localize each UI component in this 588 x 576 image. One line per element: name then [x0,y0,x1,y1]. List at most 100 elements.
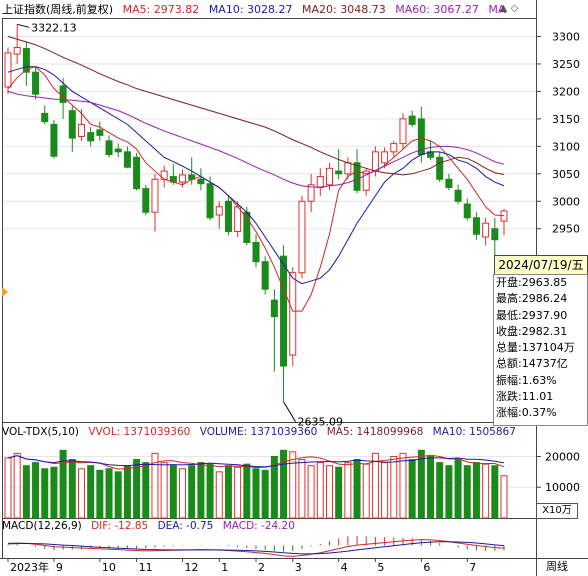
volume-bars-group [4,449,508,519]
collapse-icon[interactable]: ▲ [499,3,508,14]
scroll-marker-icon [2,287,8,297]
volume-unit: X10万 [536,503,578,519]
volume-bar [353,459,361,519]
volume-bar [399,452,407,519]
volume-bar [436,462,444,519]
volume-bar [151,452,159,519]
candle-body [179,174,187,183]
candle-body [500,210,508,222]
price-tick-label: 3050 [552,168,580,181]
candle-body [261,261,269,290]
candle-body [22,48,30,73]
volume-bar [206,463,214,519]
candle-body [41,112,49,123]
volume-bar [463,465,471,519]
volume-bar [179,468,187,519]
price-header: 上证指数(周线,前复权) MA5: 2973.82 MA10: 3028.27 … [2,2,511,18]
candle-body [206,183,214,219]
candle-body [123,151,131,168]
volume-bar [454,459,462,519]
volume-bar [325,465,333,519]
volume-bar [390,455,398,519]
candle-body [399,118,407,145]
candle-body [335,170,343,175]
volume-bar [169,465,177,519]
volume-bar [32,462,40,519]
ma20-line [7,36,505,176]
volume-bar [105,468,113,519]
candle-body [491,228,499,241]
info-change-pct: 涨幅:0.37% [496,406,557,420]
volume-bar [13,452,21,519]
candle-body [381,151,389,164]
volume-bar [22,465,30,519]
candle-body [234,206,242,232]
volume-bar [371,452,379,519]
info-close: 收盘:2982.31 [496,324,568,338]
date-tick-label: 12 [185,561,199,574]
price-tick-label: 3250 [552,58,580,71]
period-label[interactable]: 周线 [546,560,568,573]
price-tick-label: 3200 [552,85,580,98]
date-tick-label: 2023年 [10,560,49,574]
info-volume: 总量:137104万 [496,341,575,355]
info-open: 开盘:2963.85 [496,276,568,289]
candle-body [362,170,370,191]
volume-bar [68,459,76,519]
candle-body [445,178,453,189]
info-amount: 总额:14737亿 [496,357,568,371]
volume-bar [114,471,122,519]
candle-body [463,203,471,219]
index-name: 上证指数(周线,前复权) [2,3,114,16]
high-label: 3322.13 [31,21,76,34]
candle-body [105,140,113,156]
date-tick-label: 7 [469,561,476,574]
volume-bar [362,463,370,519]
macd-header: MACD(12,26,9) DIF: -12.85 DEA: -0.75 MAC… [2,518,301,534]
candle-body [289,272,297,356]
candle-body [77,123,85,137]
date-tick-label: 6 [423,561,430,574]
volume-bar [4,457,12,519]
candle-body [13,46,21,55]
candle-body [96,129,104,136]
vol-label: MA5: 1418099968 [326,426,424,438]
date-tick-label: 10 [102,561,116,574]
candle-body [252,241,260,263]
ma-label: MA60: 3067.27 [395,3,479,16]
volume-bar [87,465,95,519]
diamond-icon[interactable]: ◇ [510,3,519,14]
candle-body [307,184,315,202]
vol-label: VOLUME: 1371039360 [199,426,318,438]
candle-body [436,156,444,180]
price-tick-label: 3300 [552,30,580,43]
candle-body [390,143,398,153]
candle-body [371,151,379,172]
volume-bar [335,466,343,519]
ma5-line [7,66,505,312]
ma-label: MA20: 3048.73 [302,3,386,16]
candle-body [151,178,159,213]
candle-body [4,52,12,88]
candle-body [325,167,333,186]
volume-bar [408,459,416,519]
candle-body [87,132,95,142]
candle-body [280,255,288,367]
volume-bar [381,462,389,519]
volume-bar [289,451,297,519]
vol-label: VOL-TDX(5,10) [2,426,80,438]
vol-label: VVOL: 1371039360 [88,426,191,438]
candle-body [454,189,462,202]
high-pointer [17,23,30,28]
date-tick-label: 3 [295,561,302,574]
volume-bar [160,462,168,519]
candle-body [243,211,251,243]
ma-label: MA [488,3,506,16]
macd-label: MACD(12,26,9) [2,520,82,532]
date-tick-label: 2 [258,561,265,574]
candle-body [50,123,58,157]
info-date: 2024/07/19/五 [494,255,588,275]
volume-bar [482,463,490,519]
volume-bar [142,462,150,519]
